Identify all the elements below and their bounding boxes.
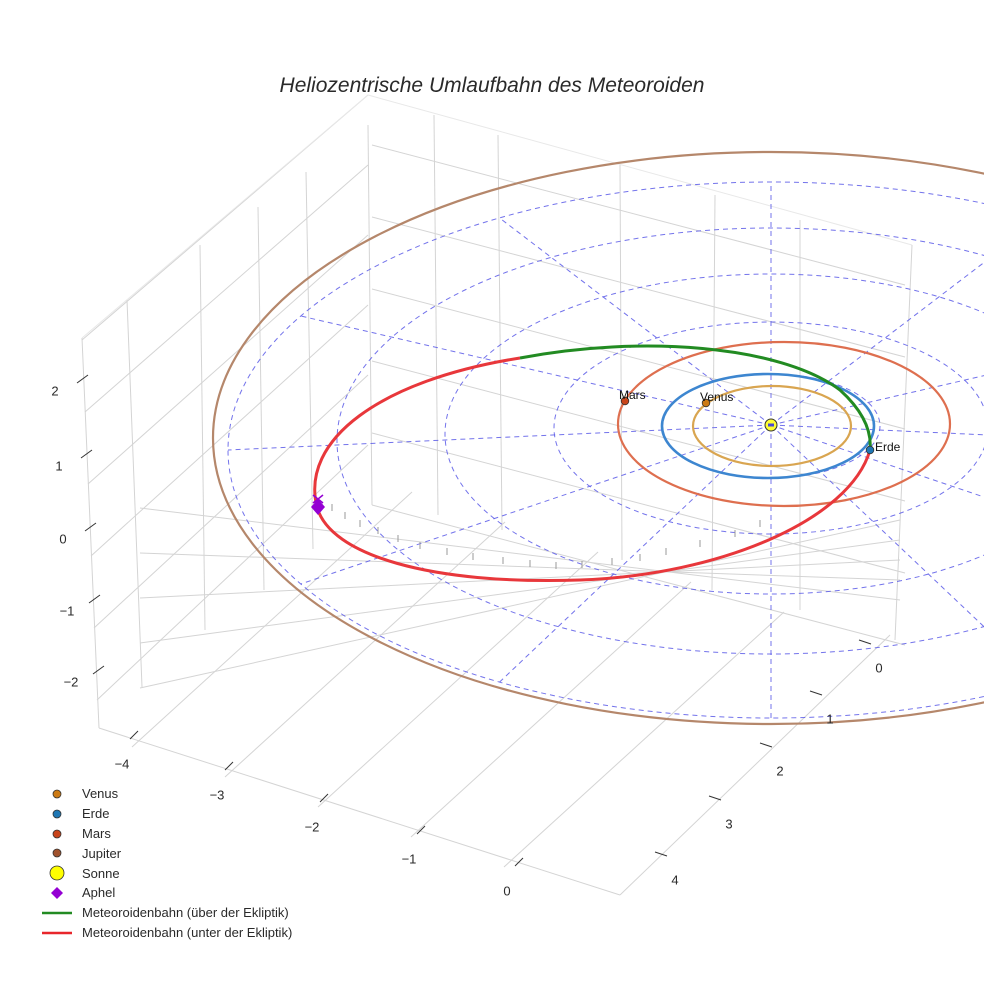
mars-marker[interactable] — [620, 396, 630, 406]
legend-item-meteoroidenbahn-unter-der-ekliptik[interactable]: Meteoroidenbahn (unter der Ekliptik) — [38, 923, 292, 943]
legend-label: Erde — [82, 806, 110, 822]
legend-circle-icon — [38, 843, 80, 863]
erde-label: Erde — [875, 440, 901, 454]
z-axis-tick-label: 2 — [51, 383, 59, 399]
venus-label: Venus — [700, 390, 734, 404]
legend-label: Mars — [82, 825, 111, 841]
mars-label: Mars — [619, 388, 646, 402]
z-axis-tick-label: −1 — [59, 603, 75, 619]
meteoroid-path — [313, 344, 872, 583]
legend-label: Aphel — [82, 885, 116, 901]
legend-item-erde[interactable]: Erde — [38, 804, 292, 824]
legend-item-mars[interactable]: Mars — [38, 824, 292, 844]
z-axis-tick-label: 0 — [59, 531, 67, 547]
legend-label: Sonne — [82, 865, 120, 881]
x-axis-tick-label: −2 — [304, 819, 320, 835]
legend-item-sonne[interactable]: Sonne — [38, 863, 292, 883]
y-axis-tick-label: 1 — [826, 711, 834, 727]
legend-item-venus[interactable]: Venus — [38, 784, 292, 804]
ecliptic-reference-rings — [227, 181, 984, 719]
legend-circle-icon — [38, 824, 80, 844]
venus-marker[interactable] — [701, 398, 711, 408]
markers — [311, 396, 875, 515]
legend-item-meteoroidenbahn-über-der-ekliptik[interactable]: Meteoroidenbahn (über der Ekliptik) — [38, 903, 292, 923]
x-axis-tick-label: −4 — [114, 756, 130, 772]
y-axis-tick-label: 4 — [671, 872, 679, 888]
chart-title: Heliozentrische Umlaufbahn des Meteoroid… — [279, 74, 705, 97]
legend-item-jupiter[interactable]: Jupiter — [38, 843, 292, 863]
y-axis-tick-label: 0 — [875, 660, 883, 676]
z-axis-tick-label: 1 — [55, 458, 63, 474]
legend-circle-icon — [38, 863, 80, 883]
legend-label: Venus — [82, 786, 119, 802]
legend-label: Meteoroidenbahn (über der Ekliptik) — [82, 905, 289, 921]
x-axis-tick-label: −3 — [209, 787, 225, 803]
planet-orbits — [212, 150, 984, 726]
legend[interactable]: Venus Erde Mars Jupiter Sonne Aphel Meteoroide… — [38, 784, 292, 942]
legend-label: Jupiter — [82, 845, 122, 861]
x-axis-tick-label: −1 — [401, 851, 417, 867]
legend-line-icon — [38, 903, 80, 923]
legend-line-icon — [38, 923, 80, 943]
legend-item-aphel[interactable]: Aphel — [38, 883, 292, 903]
y-axis-tick-label: 3 — [725, 816, 733, 832]
legend-circle-icon — [38, 784, 80, 804]
legend-label: Meteoroidenbahn (unter der Ekliptik) — [82, 924, 293, 940]
y-axis-tick-label: 2 — [776, 763, 784, 779]
axis-box-grid — [76, 94, 913, 896]
legend-circle-icon — [38, 804, 80, 824]
x-axis-tick-label: 0 — [503, 883, 511, 899]
legend-diamond-icon — [38, 883, 80, 903]
erde-marker[interactable] — [865, 445, 875, 455]
z-axis-tick-label: −2 — [63, 674, 79, 690]
